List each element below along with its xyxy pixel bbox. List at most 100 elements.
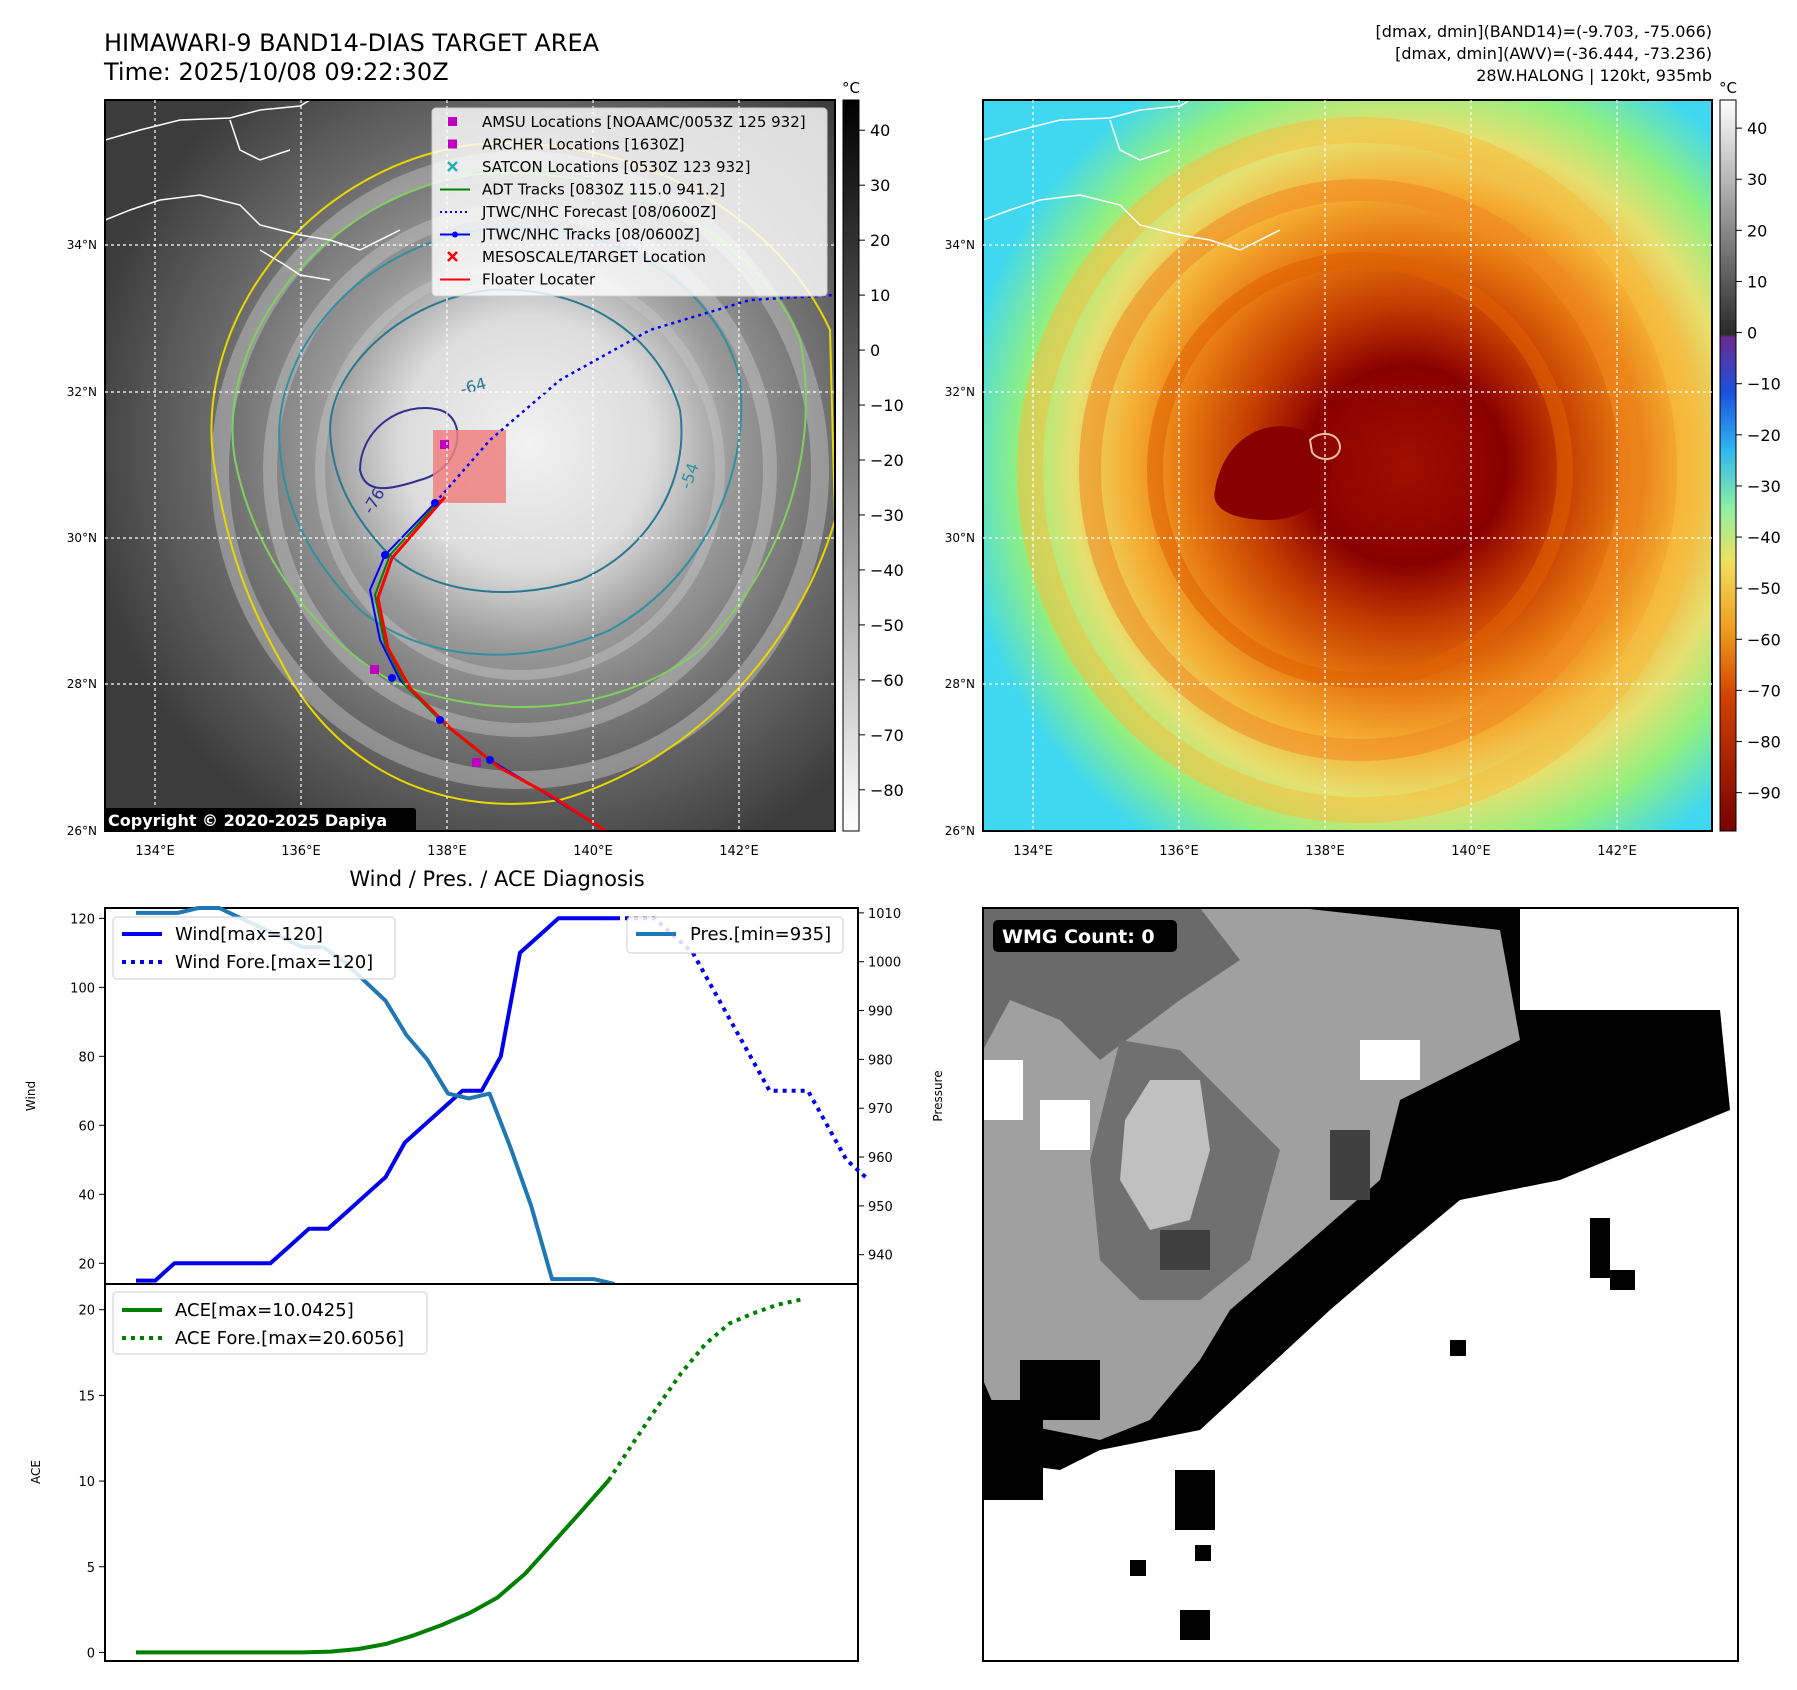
colorbar-tick-label: 0 — [1747, 324, 1757, 343]
legend-label: ARCHER Locations [1630Z] — [482, 136, 685, 154]
wind-tick-label: 80 — [78, 1050, 95, 1065]
pressure-ylabel: Pressure — [931, 1070, 945, 1121]
colorbar-tick-label: −50 — [1747, 579, 1781, 598]
legend-ace: ACE[max=10.0425] ACE Fore.[max=20.6056] — [112, 1291, 428, 1355]
colorbar-tick-label: −60 — [1747, 630, 1781, 649]
awv-map-right — [983, 100, 1712, 831]
colorbar-tick-label: 10 — [870, 286, 890, 305]
pressure-tick-label: 950 — [868, 1200, 893, 1215]
wmg-count: WMG Count: 0 — [1002, 926, 1155, 948]
legend-wind: Wind[max=120] Wind Fore.[max=120] — [112, 916, 396, 980]
legend-label: Wind Fore.[max=120] — [175, 952, 373, 973]
colorbar-tick-label: −40 — [870, 561, 904, 580]
pressure-tick-label: 970 — [868, 1102, 893, 1117]
stats-band14: [dmax, dmin](BAND14)=(-9.703, -75.066) — [1376, 22, 1712, 41]
legend-label: Wind[max=120] — [175, 924, 323, 945]
colorbar-tick-label: 20 — [1747, 221, 1767, 240]
colorbar-unit: °C — [1719, 79, 1737, 97]
lon-tick: 142°E — [1597, 844, 1637, 859]
lat-tick: 32°N — [67, 385, 97, 399]
ace-ylabel: ACE — [29, 1460, 43, 1484]
colorbar-tick-label: 30 — [870, 176, 890, 195]
legend-label: JTWC/NHC Forecast [08/0600Z] — [481, 203, 716, 221]
colorbar-tick-label: −90 — [1747, 784, 1781, 803]
legend-marker — [440, 231, 470, 238]
lon-tick: 134°E — [1013, 844, 1053, 859]
legend-label: JTWC/NHC Tracks [08/0600Z] — [481, 226, 700, 244]
wmg-panel — [983, 908, 1738, 1661]
lon-tick: 142°E — [719, 844, 759, 859]
figure-time: Time: 2025/10/08 09:22:30Z — [103, 58, 449, 86]
legend-label: ACE Fore.[max=20.6056] — [175, 1328, 404, 1349]
floater-track — [376, 496, 609, 831]
colorbar-tick-label: −20 — [870, 451, 904, 470]
colorbar-tick-label: 10 — [1747, 272, 1767, 291]
colorbar-tick-label: −30 — [1747, 477, 1781, 496]
colorbar-tick-label: −80 — [870, 781, 904, 800]
colorbar-tick-label: 20 — [870, 231, 890, 250]
lat-tick: 30°N — [67, 531, 97, 545]
pressure-tick-label: 980 — [868, 1053, 893, 1068]
legend-label: SATCON Locations [0530Z 123 932] — [482, 158, 750, 176]
ace-tick-label: 10 — [78, 1475, 95, 1490]
wind-tick-label: 20 — [78, 1257, 95, 1272]
lon-tick: 136°E — [1159, 844, 1199, 859]
lon-tick: 136°E — [281, 844, 321, 859]
ace-tick-label: 20 — [78, 1304, 95, 1319]
legend-left-map: AMSU Locations [NOAAMC/0053Z 125 932] ARC… — [431, 107, 828, 297]
wind-line — [136, 916, 616, 1283]
colorbar-tick-label: −10 — [1747, 375, 1781, 394]
copyright-badge — [104, 808, 416, 832]
legend-label: AMSU Locations [NOAAMC/0053Z 125 932] — [482, 113, 806, 131]
colorbar-tick-label: 0 — [870, 341, 880, 360]
lon-tick: 138°E — [1305, 844, 1345, 859]
lat-tick: 32°N — [945, 385, 975, 399]
ace-line — [136, 1479, 611, 1655]
legend-marker — [448, 117, 457, 126]
colorbar-tick-label: −70 — [1747, 681, 1781, 700]
wind-tick-label: 120 — [70, 912, 95, 927]
pressure-line — [136, 906, 615, 1286]
storm-info: 28W.HALONG | 120kt, 935mb — [1476, 66, 1712, 85]
pressure-tick-label: 1000 — [868, 956, 901, 971]
legend-label: Pres.[min=935] — [690, 924, 831, 945]
lat-tick: 26°N — [67, 824, 97, 838]
colorbar-tick-label: 40 — [870, 121, 890, 140]
lat-tick: 30°N — [945, 531, 975, 545]
legend-marker — [447, 161, 458, 172]
legend-marker — [447, 251, 458, 262]
legend-label: Floater Locater — [482, 271, 596, 289]
diagnosis-title: Wind / Pres. / ACE Diagnosis — [349, 867, 644, 891]
wind-ylabel: Wind — [24, 1081, 38, 1111]
colorbar-tick-label: −40 — [1747, 528, 1781, 547]
lat-tick: 28°N — [945, 677, 975, 691]
colorbar-tick-label: −30 — [870, 506, 904, 525]
colorbar-right: °C 40 30 20 10 0 −10 −20 −30 −40 −50 −60 −70 −80 −90 — [1719, 79, 1781, 832]
lat-tick: 34°N — [67, 238, 97, 252]
pressure-tick-label: 960 — [868, 1151, 893, 1166]
colorbar-tick-label: 40 — [1747, 119, 1767, 138]
legend-label: MESOSCALE/TARGET Location — [482, 248, 706, 266]
pressure-tick-label: 990 — [868, 1005, 893, 1020]
stats-awv: [dmax, dmin](AWV)=(-36.444, -73.236) — [1395, 44, 1712, 63]
lon-tick: 140°E — [1451, 844, 1491, 859]
ace-tick-label: 5 — [87, 1561, 95, 1576]
pressure-tick-label: 940 — [868, 1249, 893, 1264]
lon-tick: 140°E — [573, 844, 613, 859]
lat-tick: 34°N — [945, 238, 975, 252]
legend-marker — [448, 139, 457, 149]
colorbar-tick-label: −50 — [870, 616, 904, 635]
ace-tick-label: 15 — [78, 1389, 95, 1404]
colorbar-tick-label: −20 — [1747, 426, 1781, 445]
wmg-badge — [993, 920, 1177, 952]
colorbar-tick-label: −70 — [870, 726, 904, 745]
legend-pressure: Pres.[min=935] — [626, 916, 844, 954]
colorbar-left: °C 40 30 20 10 0 −10 −20 −30 −40 −50 −60 −70 −80 — [842, 79, 904, 832]
copyright-text: Copyright © 2020-2025 Dapiya — [108, 811, 387, 830]
lon-tick: 134°E — [135, 844, 175, 859]
lat-tick: 26°N — [945, 824, 975, 838]
lat-tick: 28°N — [67, 677, 97, 691]
figure-title: HIMAWARI-9 BAND14-DIAS TARGET AREA — [104, 29, 600, 57]
pressure-tick-label: 1010 — [868, 907, 901, 922]
